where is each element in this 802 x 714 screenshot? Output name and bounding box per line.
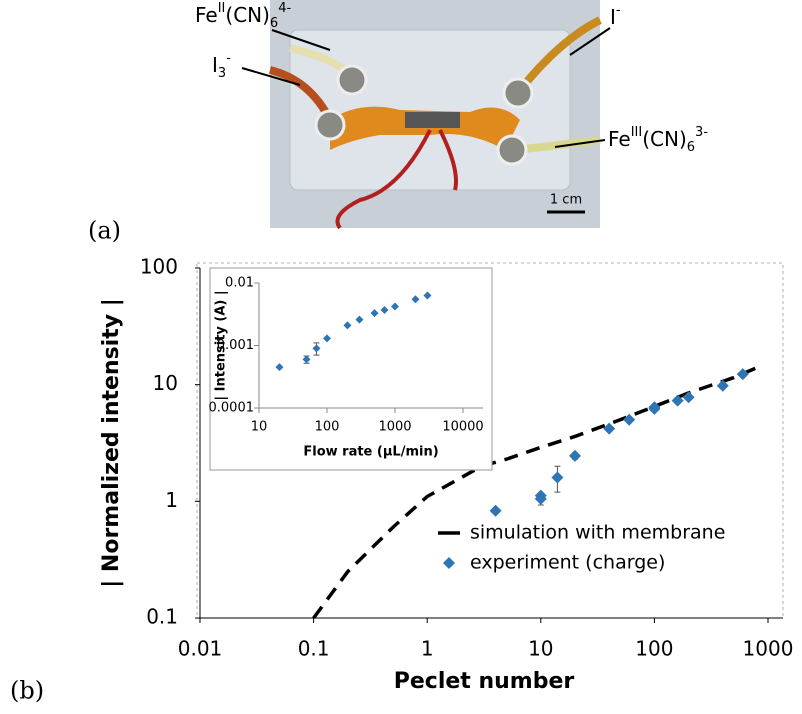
- wire: [335, 129, 432, 230]
- data-point: [489, 504, 502, 517]
- data-point: [736, 368, 749, 381]
- label-part: II: [218, 1, 226, 16]
- data-point: [648, 401, 661, 414]
- data-point: [355, 315, 364, 324]
- label-part: 6: [687, 140, 695, 155]
- inset-frame: [209, 267, 493, 471]
- fitting: [496, 134, 528, 166]
- arrow: [241, 67, 301, 86]
- photo-label: FeIII(CN)63-: [608, 125, 708, 155]
- data-point: [411, 295, 420, 304]
- photo-label: FeII(CN)64-: [195, 1, 291, 31]
- fitting: [336, 64, 368, 96]
- electrode: [405, 112, 460, 128]
- photo: 1 cm: [241, 0, 611, 230]
- y-tick-label: 0.1: [146, 605, 178, 629]
- label-part: -: [616, 3, 621, 18]
- label-part: (CN): [225, 3, 270, 27]
- data-point: [391, 302, 399, 311]
- x-tick-label: 0.1: [298, 637, 330, 661]
- data-point: [423, 291, 432, 300]
- y-tick-label: 100: [140, 255, 178, 279]
- x-axis-label: Peclet number: [394, 669, 575, 694]
- label-part: 4-: [278, 1, 291, 16]
- x-tick-label: 1000: [378, 420, 411, 435]
- arrow: [271, 29, 331, 51]
- label-part: 3: [218, 66, 226, 81]
- arrow: [569, 27, 611, 56]
- y-axis-label: | Intensity (A) |: [214, 290, 229, 400]
- data-point: [370, 309, 379, 318]
- x-tick-label: 100: [635, 637, 673, 661]
- channel: [330, 106, 520, 150]
- x-axis-label: Flow rate (µL/min): [303, 445, 438, 460]
- y-tick-label: 10: [153, 371, 178, 395]
- photo-label: I3-: [212, 51, 231, 81]
- panel-label: (a): [88, 217, 121, 245]
- x-tick-label: 100: [315, 420, 340, 435]
- data-point: [343, 321, 352, 330]
- legend-label: experiment (charge): [470, 552, 665, 574]
- data-point: [302, 355, 311, 364]
- label-part: -: [226, 51, 231, 66]
- y-axis-label: | Normalized intensity |: [99, 298, 124, 588]
- x-tick-label: 10: [251, 420, 268, 435]
- label-part: Fe: [608, 127, 631, 151]
- label-part: III: [631, 125, 643, 140]
- x-tick-label: 1000: [743, 637, 794, 661]
- data-point: [682, 391, 695, 404]
- fitting: [502, 77, 534, 109]
- y-tick-label: 1: [165, 488, 178, 512]
- label-part: 6: [270, 16, 278, 31]
- label-part: 3-: [695, 125, 708, 140]
- panel-label: (b): [10, 677, 44, 705]
- data-point: [275, 363, 284, 372]
- x-tick-label: 0.01: [178, 637, 223, 661]
- legend-swatch: [443, 557, 455, 569]
- x-tick-label: 10000: [442, 420, 483, 435]
- scale-bar-label: 1 cm: [550, 193, 582, 208]
- arrow: [554, 139, 606, 148]
- plot-frame: [196, 262, 784, 619]
- data-point: [551, 471, 564, 484]
- legend-label: simulation with membrane: [470, 522, 725, 544]
- label-part: I: [212, 53, 218, 77]
- label-part: Fe: [195, 3, 218, 27]
- x-tick-label: 1: [421, 637, 434, 661]
- data-point: [603, 422, 616, 435]
- y-tick-label: 0.001: [217, 338, 254, 353]
- data-point: [323, 334, 331, 343]
- wire: [438, 129, 458, 191]
- data-point: [716, 379, 729, 392]
- x-tick-label: 10: [528, 637, 553, 661]
- data-point: [534, 489, 547, 502]
- label-part: (CN): [642, 127, 687, 151]
- data-point: [312, 344, 321, 353]
- label-part: I: [610, 5, 616, 29]
- tube: [516, 16, 602, 93]
- simulation-line: [312, 366, 758, 620]
- photo-label: I-: [610, 3, 621, 29]
- data-point: [671, 394, 684, 407]
- data-point: [568, 449, 581, 462]
- data-point: [380, 305, 389, 314]
- data-point: [623, 413, 636, 426]
- y-tick-label: 0.01: [225, 276, 254, 291]
- fitting: [314, 109, 346, 141]
- y-tick-label: 0.0001: [209, 401, 255, 416]
